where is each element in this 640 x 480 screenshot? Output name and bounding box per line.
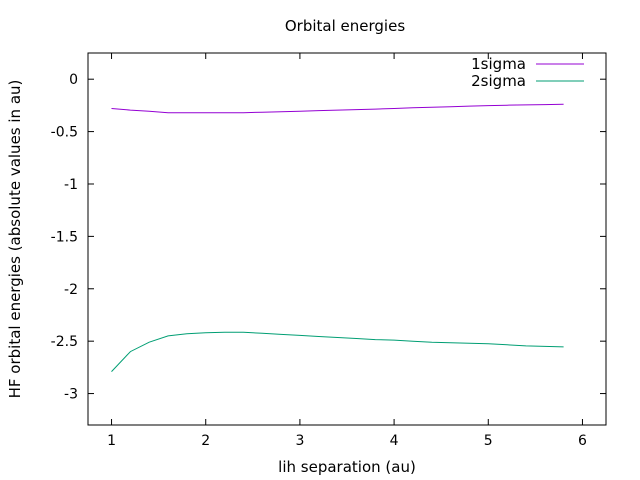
x-tick-label: 5	[484, 433, 493, 449]
x-tick-label: 6	[578, 433, 587, 449]
chart-title: Orbital energies	[285, 17, 405, 35]
legend-label-1sigma: 1sigma	[471, 55, 526, 73]
y-tick-label: -0.5	[51, 125, 78, 141]
series-line-2sigma	[111, 331, 564, 372]
plot-frame	[87, 52, 607, 426]
y-tick-label: -1.5	[51, 229, 78, 245]
x-tick-label: 4	[390, 433, 399, 449]
y-tick-label: -2	[64, 282, 78, 298]
x-axis-label: lih separation (au)	[278, 458, 416, 476]
y-tick-label: -3	[64, 387, 78, 403]
legend-label-2sigma: 2sigma	[471, 72, 526, 90]
y-tick-label: -1	[64, 177, 78, 193]
series-layer	[111, 103, 564, 372]
y-axis-label: HF orbital energies (absolute values in …	[6, 80, 24, 399]
y-tick-label: -2.5	[51, 334, 78, 350]
x-tick-label: 2	[201, 433, 210, 449]
ticks-layer: 1 2 3 4 5 6 0 -0.5 -1 -1.5 -2 -2.5 -3	[51, 53, 606, 449]
series-line-1sigma	[111, 103, 564, 114]
x-tick-label: 1	[107, 433, 116, 449]
x-tick-label: 3	[295, 433, 304, 449]
y-tick-label: 0	[69, 72, 78, 88]
